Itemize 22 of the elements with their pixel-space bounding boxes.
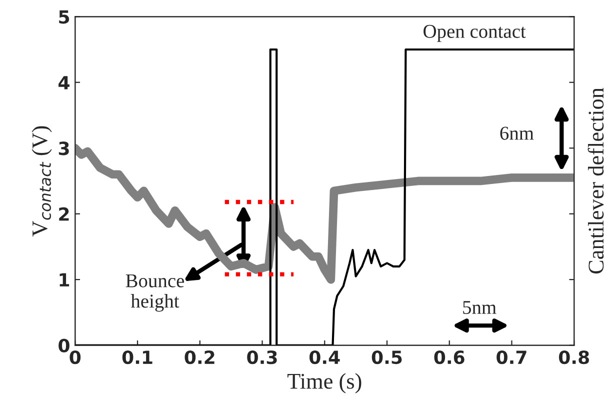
y-axis-title: V$_{contact}$ (V) [32,126,52,236]
x-tick-label: 0.8 [558,350,589,364]
x-tick-label: 0.6 [434,350,464,364]
y-tick-label: 4 [58,76,70,90]
x-tick-label: 0.4 [310,350,340,364]
x-axis-title: Time (s) [287,373,362,394]
y-tick-label: 3 [58,142,69,156]
annotation: Open contact [424,24,526,42]
y-tick-label: 2 [59,207,69,221]
y-tick-label: 0 [58,338,70,352]
x-tick-label: 0.5 [372,350,402,364]
x-tick-label: 0.1 [122,350,152,364]
x-tick-label: 0.3 [247,350,277,364]
y-tick-label: 5 [59,10,70,24]
annotation: Bounce height [126,274,184,312]
annotation: 6nm [500,126,534,140]
y-tick-label: 1 [60,273,70,286]
x-tick-label: 0 [70,350,81,364]
y2-axis-title: Cantilever deflection [588,88,604,274]
x-tick-label: 0.2 [184,350,214,364]
x-tick-label: 0.7 [496,350,526,364]
annotation: 5nm [463,301,496,314]
